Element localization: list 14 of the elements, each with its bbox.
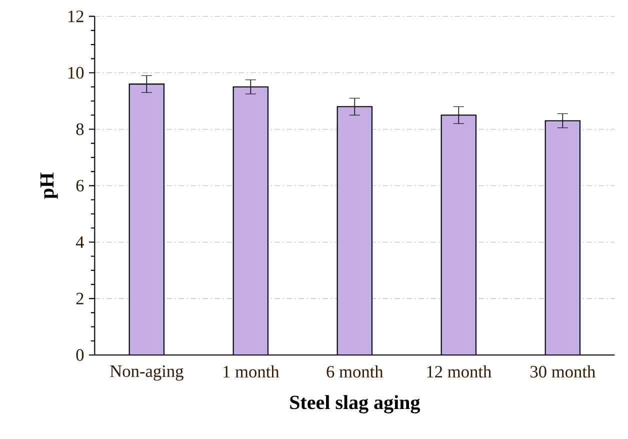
y-tick-label: 12	[68, 10, 84, 22]
x-tick-label: Non-aging	[110, 365, 184, 381]
y-tick-label: 6	[76, 180, 84, 192]
x-tick-label: 1 month	[224, 365, 280, 378]
y-axis-title: pH	[40, 172, 58, 199]
x-tick-label: 6 month	[326, 365, 384, 378]
x-tick-label: 30 month	[530, 365, 596, 378]
y-tick-label: 0	[76, 349, 84, 361]
x-tick-label: 12 month	[427, 365, 492, 378]
y-tick-label: 4	[76, 236, 84, 248]
y-tick-label: 10	[68, 66, 84, 79]
y-tick-label: 8	[76, 123, 84, 136]
x-axis-title: Steel slag aging	[290, 395, 420, 414]
y-tick-label: 2	[76, 292, 84, 304]
